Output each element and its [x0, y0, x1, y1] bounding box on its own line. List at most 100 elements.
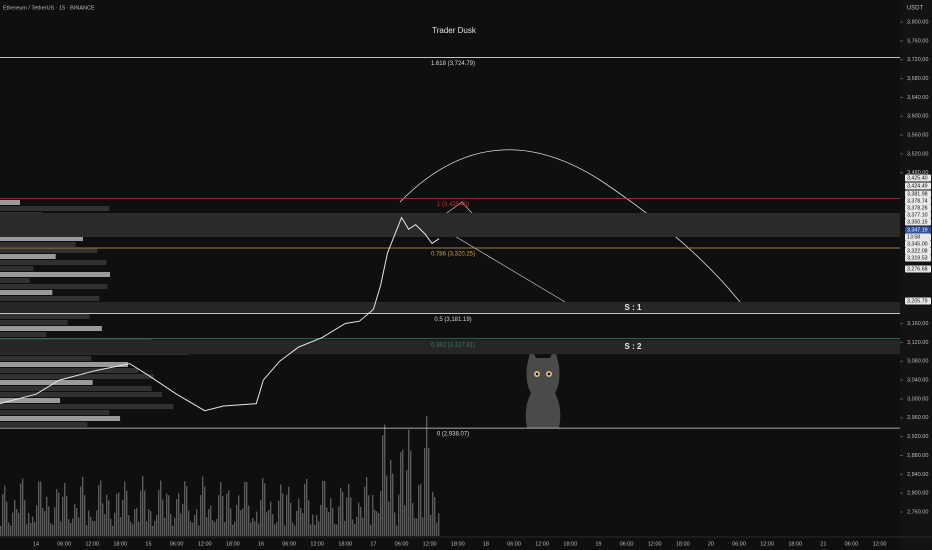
volume-bar	[264, 483, 266, 536]
volume-bar	[120, 517, 122, 536]
volume-bar	[8, 522, 10, 536]
volume-bar	[388, 501, 390, 536]
price-tag-bg	[905, 297, 931, 305]
volume-bar	[412, 503, 414, 536]
volume-bars	[0, 416, 440, 536]
price-tick-label: 3,040.00	[907, 378, 928, 384]
volume-bar	[308, 500, 310, 536]
volume-bar	[254, 521, 256, 536]
volume-bar	[126, 490, 128, 536]
price-tick-label: 3,680.00	[907, 76, 928, 82]
volume-bar	[76, 508, 78, 536]
volume-bar	[324, 481, 326, 536]
volume-bar	[168, 495, 170, 536]
volume-bar	[280, 484, 282, 536]
volume-bar	[256, 511, 258, 536]
volume-bar	[36, 505, 38, 536]
volume-bar	[160, 480, 162, 536]
time-tick-label: 06:00	[170, 541, 184, 547]
volume-bar	[26, 523, 28, 536]
volume-bar	[200, 495, 202, 536]
volume-bar	[64, 482, 66, 536]
price-tag-bg	[905, 247, 931, 255]
time-tick-label: 19	[595, 541, 601, 547]
volume-bar	[368, 495, 370, 536]
volume-bar	[154, 520, 156, 536]
volume-bar	[4, 485, 6, 536]
price-tag-bg	[905, 204, 931, 212]
volume-bar	[228, 490, 230, 536]
time-tick-label: 12:00	[535, 541, 549, 547]
profile-row	[0, 236, 83, 241]
volume-bar	[124, 481, 126, 536]
cat-image	[525, 348, 561, 428]
time-tick-label: 12:00	[873, 541, 887, 547]
profile-row	[0, 200, 20, 205]
volume-bar	[58, 492, 60, 536]
volume-bar	[298, 498, 300, 536]
fib-label: 0.5 (3,181.19)	[434, 317, 471, 323]
volume-bar	[432, 491, 434, 536]
volume-bar	[374, 509, 376, 536]
volume-bar	[102, 503, 104, 536]
time-tick-label: 12:00	[310, 541, 324, 547]
price-tag-bg	[905, 174, 931, 182]
volume-bar	[48, 506, 50, 536]
volume-bar	[16, 509, 18, 536]
volume-bar	[242, 508, 244, 536]
volume-bar	[208, 509, 210, 536]
volume-bar	[304, 483, 306, 536]
price-tag: 3,377.10	[907, 212, 928, 218]
fib-label: 0.786 (3,320.25)	[431, 252, 475, 258]
support-zone	[0, 340, 900, 355]
volume-bar	[176, 499, 178, 536]
volume-bar	[116, 493, 118, 536]
volume-bar	[318, 521, 320, 536]
volume-bar	[236, 504, 238, 536]
volume-bar	[188, 510, 190, 536]
volume-bar	[38, 481, 40, 536]
price-tag-bg	[905, 254, 931, 262]
price-tick-label: 2,840.00	[907, 472, 928, 478]
volume-bar	[370, 524, 372, 536]
volume-bar	[230, 508, 232, 536]
volume-bar	[262, 478, 264, 536]
time-tick-label: 18:00	[226, 541, 240, 547]
profile-row	[0, 296, 100, 301]
volume-bar	[28, 513, 30, 536]
volume-bar	[394, 512, 396, 536]
time-tick-label: 12:00	[648, 541, 662, 547]
profile-row	[0, 242, 76, 247]
volume-bar	[268, 510, 270, 536]
volume-bar	[420, 483, 422, 536]
volume-bar	[56, 489, 58, 536]
volume-bar	[212, 520, 214, 536]
volume-bar	[18, 512, 20, 536]
volume-bar	[60, 521, 62, 536]
volume-bar	[310, 524, 312, 536]
price-tag: 13:58	[907, 234, 920, 240]
price-tag-bg	[905, 211, 931, 219]
price-tag-bg	[905, 226, 931, 234]
volume-bar	[352, 519, 354, 536]
volume-bar	[14, 500, 16, 536]
time-tick-label: 06:00	[57, 541, 71, 547]
volume-bar	[12, 512, 14, 536]
volume-bar	[42, 508, 44, 536]
profile-row	[0, 368, 139, 373]
time-tick-label: 06:00	[395, 541, 409, 547]
volume-bar	[198, 525, 200, 536]
price-tag: 3,347.19	[907, 227, 928, 233]
time-tick-label: 21	[820, 541, 826, 547]
profile-row	[0, 332, 47, 337]
time-tick-label: 18:00	[788, 541, 802, 547]
volume-bar	[210, 505, 212, 536]
volume-bar	[50, 523, 52, 536]
price-tick-label: 3,000.00	[907, 396, 928, 402]
volume-bar	[196, 509, 198, 536]
profile-row	[0, 290, 53, 295]
zone	[0, 213, 900, 237]
price-tag-bg	[905, 190, 931, 198]
price-tick-label: 3,600.00	[907, 114, 928, 120]
price-tag: 3,425.40	[907, 175, 928, 181]
